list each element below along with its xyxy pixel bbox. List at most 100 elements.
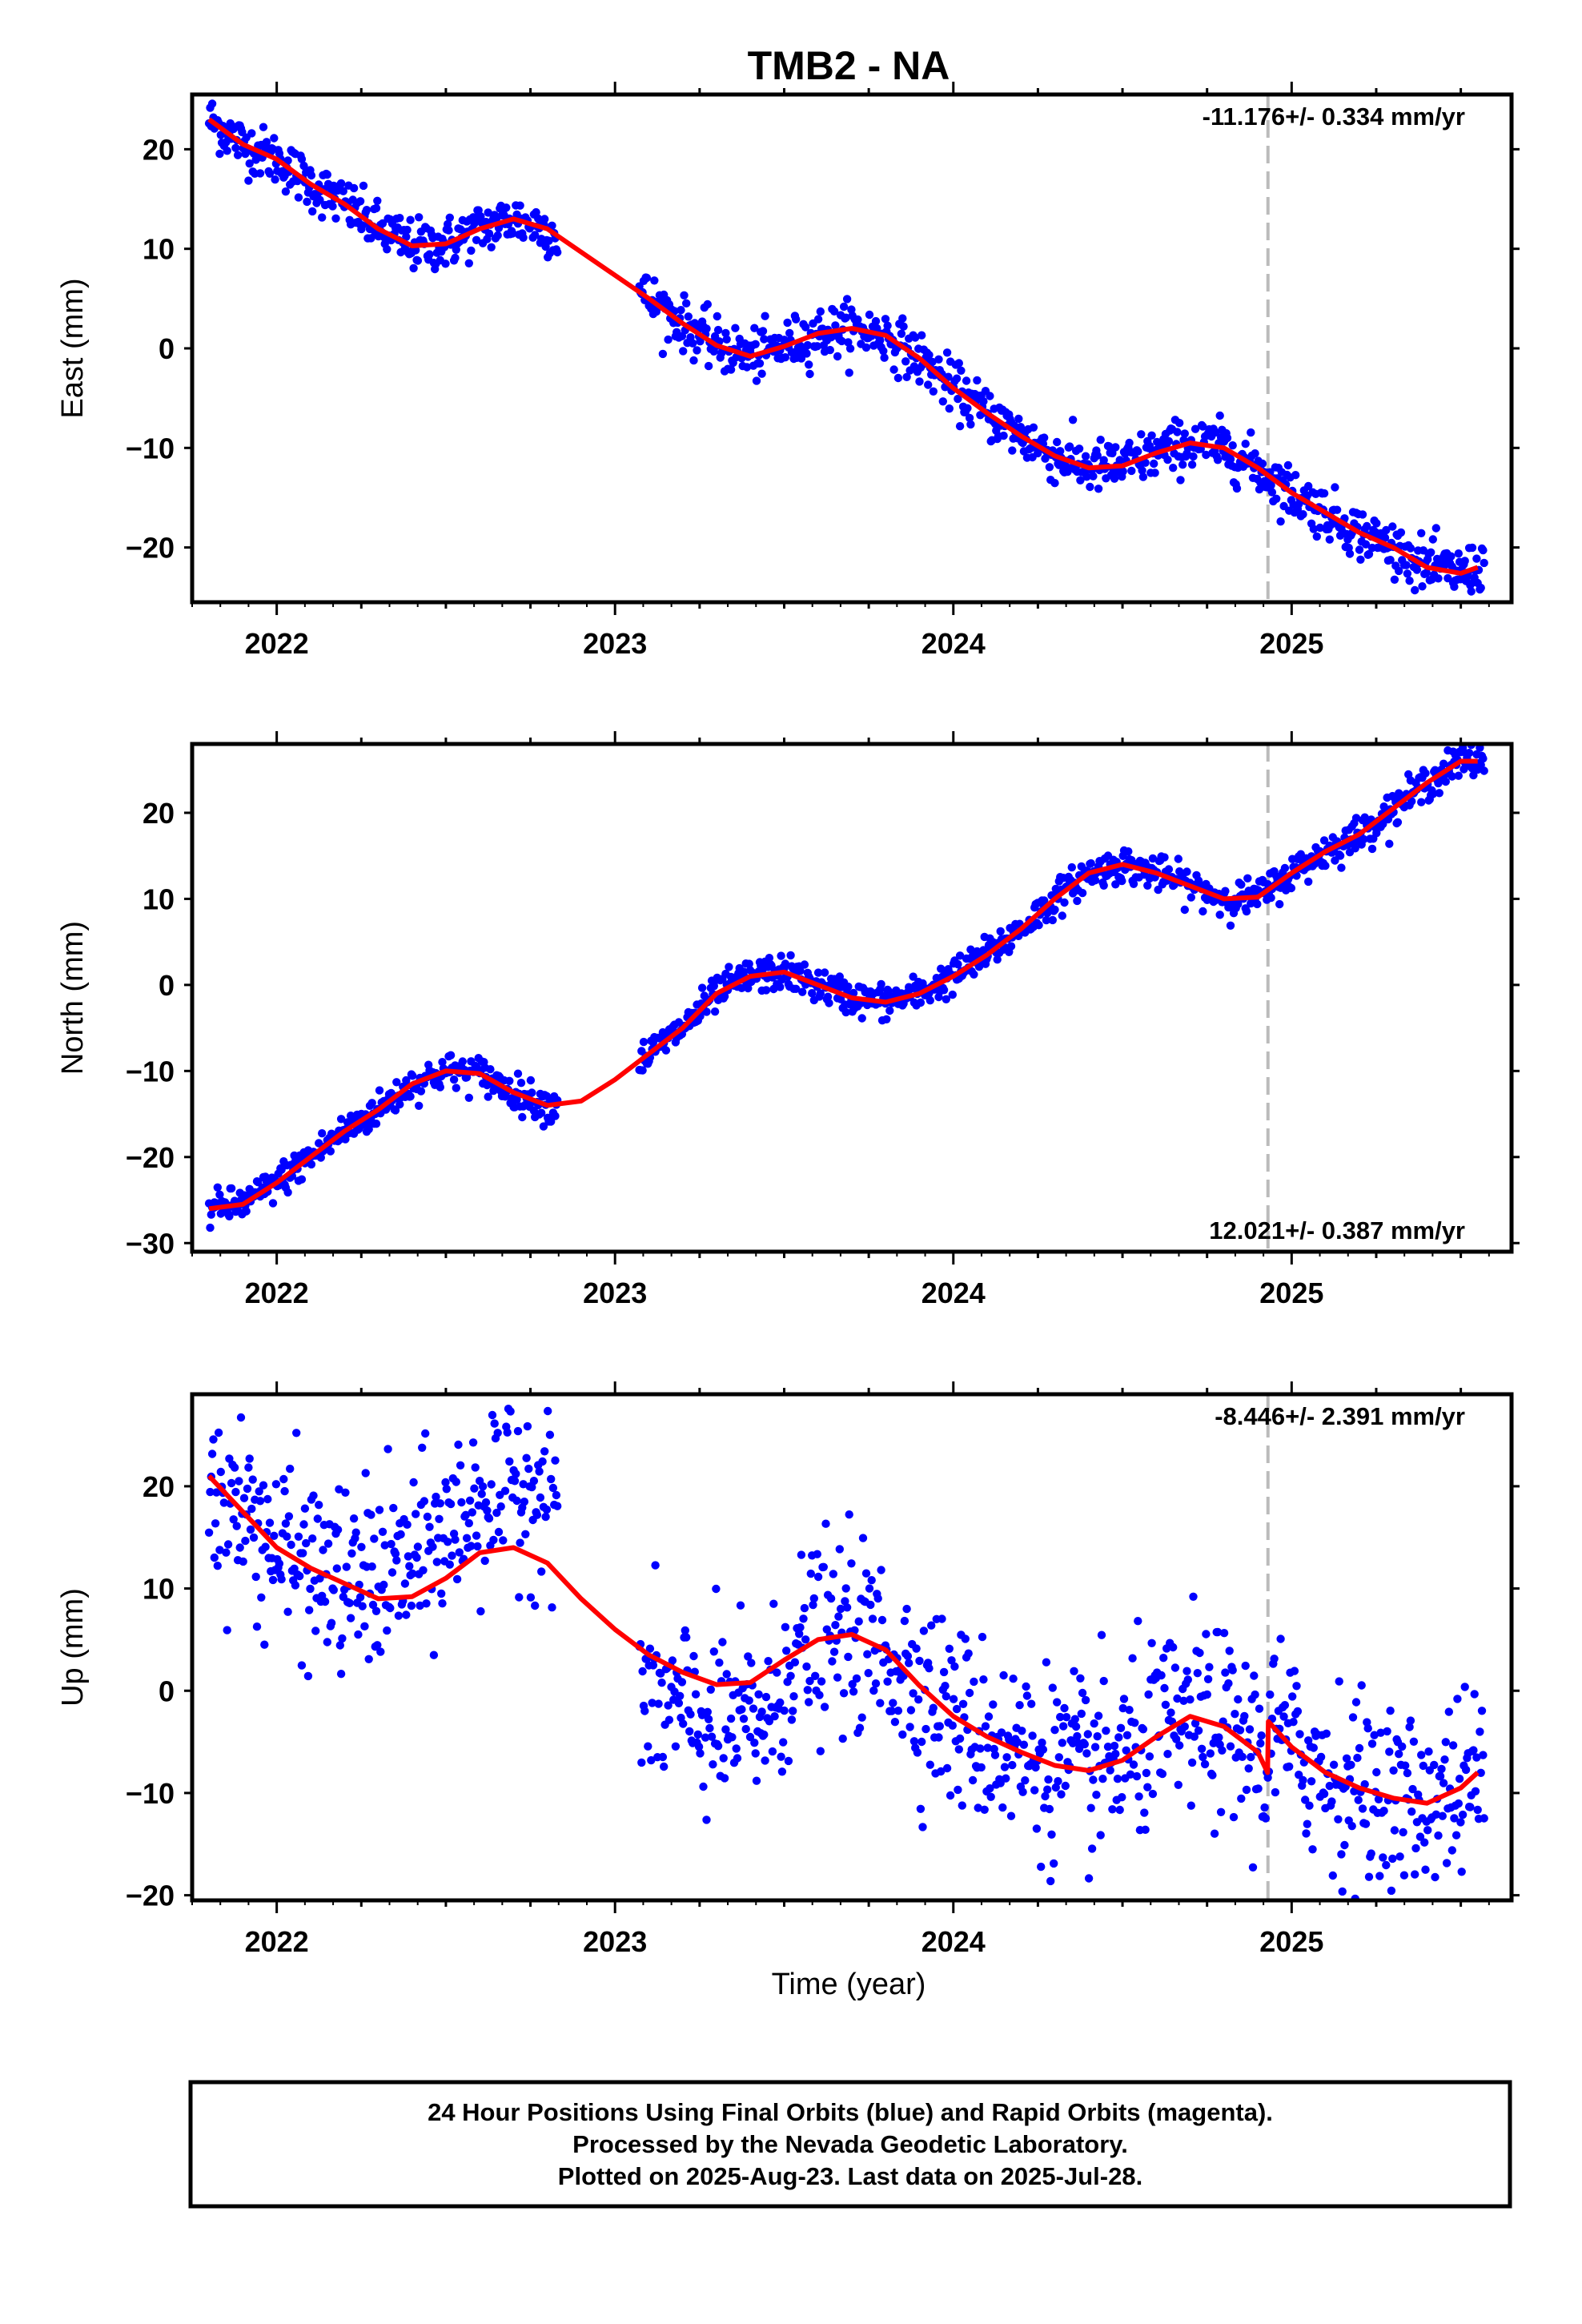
data-point xyxy=(829,1647,839,1656)
data-point xyxy=(1129,879,1138,889)
data-point xyxy=(1175,1741,1184,1750)
data-point xyxy=(316,1153,325,1162)
data-point xyxy=(391,1106,400,1115)
data-point xyxy=(839,302,849,312)
data-point xyxy=(1454,771,1464,780)
data-point xyxy=(1340,1840,1349,1850)
data-point xyxy=(1046,1876,1055,1886)
data-point xyxy=(523,1421,532,1431)
data-point xyxy=(706,1685,715,1694)
y-tick-label: −20 xyxy=(126,1880,175,1912)
data-point xyxy=(1009,1675,1018,1683)
data-point xyxy=(876,1699,885,1707)
data-point xyxy=(937,1767,946,1776)
data-point xyxy=(1250,1671,1259,1680)
data-point xyxy=(954,1785,962,1795)
data-point xyxy=(438,1058,447,1067)
data-point xyxy=(1051,1783,1061,1792)
x-tick-label: 2025 xyxy=(1259,1925,1323,1958)
data-point xyxy=(536,1493,545,1502)
data-point xyxy=(210,1553,219,1562)
data-point xyxy=(1199,422,1207,431)
data-point xyxy=(1092,1791,1101,1799)
data-point xyxy=(233,151,243,159)
data-point xyxy=(1379,1853,1387,1862)
data-point xyxy=(978,1632,987,1642)
data-point xyxy=(1271,1787,1280,1797)
data-point xyxy=(406,215,415,224)
data-point xyxy=(308,1534,317,1543)
data-point xyxy=(1240,1711,1249,1721)
data-point xyxy=(1325,1781,1335,1791)
data-point xyxy=(1335,851,1345,860)
data-point xyxy=(819,1562,828,1572)
data-point xyxy=(1180,429,1190,438)
data-point xyxy=(950,1662,959,1671)
data-point xyxy=(954,359,964,368)
data-point xyxy=(968,1775,978,1785)
data-point xyxy=(1367,844,1377,854)
data-point xyxy=(1224,1679,1233,1688)
data-point xyxy=(516,201,524,210)
data-point xyxy=(857,1014,866,1023)
data-point xyxy=(1065,442,1074,451)
data-point xyxy=(1301,1795,1310,1804)
data-point xyxy=(239,1494,249,1502)
data-point xyxy=(658,1752,668,1762)
data-point xyxy=(1255,1704,1264,1713)
data-point xyxy=(396,1100,404,1109)
data-point xyxy=(761,986,771,995)
data-point xyxy=(781,1622,790,1632)
data-point xyxy=(1295,1730,1304,1739)
data-point xyxy=(1430,1760,1439,1770)
data-point xyxy=(537,1108,546,1117)
data-point xyxy=(1325,535,1335,544)
data-point xyxy=(935,1722,945,1731)
data-point xyxy=(902,1604,911,1614)
data-point xyxy=(1111,1749,1120,1759)
data-point xyxy=(1395,1750,1403,1759)
data-point xyxy=(882,1015,891,1024)
data-point xyxy=(383,1445,392,1454)
data-point xyxy=(942,995,951,1004)
data-point xyxy=(1383,1727,1391,1736)
data-point xyxy=(489,1535,498,1545)
data-point xyxy=(934,1733,943,1742)
data-point xyxy=(781,353,790,362)
data-point xyxy=(531,1601,540,1610)
data-point xyxy=(215,1190,224,1200)
x-tick-label: 2025 xyxy=(1259,1277,1323,1309)
data-point xyxy=(900,1616,909,1626)
data-point xyxy=(901,357,910,366)
data-point xyxy=(752,1776,761,1785)
data-point xyxy=(889,1699,897,1707)
data-point xyxy=(551,1112,560,1120)
data-point xyxy=(359,181,368,191)
data-point xyxy=(696,1749,705,1758)
x-axis-label: Time (year) xyxy=(772,1968,926,2001)
data-point xyxy=(1480,1814,1488,1823)
data-point xyxy=(1473,1805,1482,1815)
data-point xyxy=(1293,1707,1303,1716)
data-point xyxy=(1218,1746,1227,1755)
data-point xyxy=(1382,1860,1391,1870)
data-point xyxy=(294,193,303,202)
data-point xyxy=(1134,447,1142,456)
data-point xyxy=(259,1481,268,1490)
data-point xyxy=(1363,521,1371,531)
data-point xyxy=(1316,1752,1326,1762)
chart-title: TMB2 - NA xyxy=(748,43,950,88)
data-point xyxy=(942,348,952,357)
data-point xyxy=(1389,1766,1398,1775)
data-point xyxy=(265,169,275,178)
data-point xyxy=(1353,1753,1362,1763)
data-point xyxy=(939,1667,949,1677)
data-point xyxy=(1116,1723,1126,1732)
data-point xyxy=(1134,1792,1143,1801)
data-point xyxy=(1479,754,1488,763)
data-point xyxy=(689,339,697,348)
data-point xyxy=(521,1530,530,1539)
data-point xyxy=(679,1719,688,1728)
data-point xyxy=(1170,1663,1180,1672)
data-point xyxy=(883,1677,892,1686)
